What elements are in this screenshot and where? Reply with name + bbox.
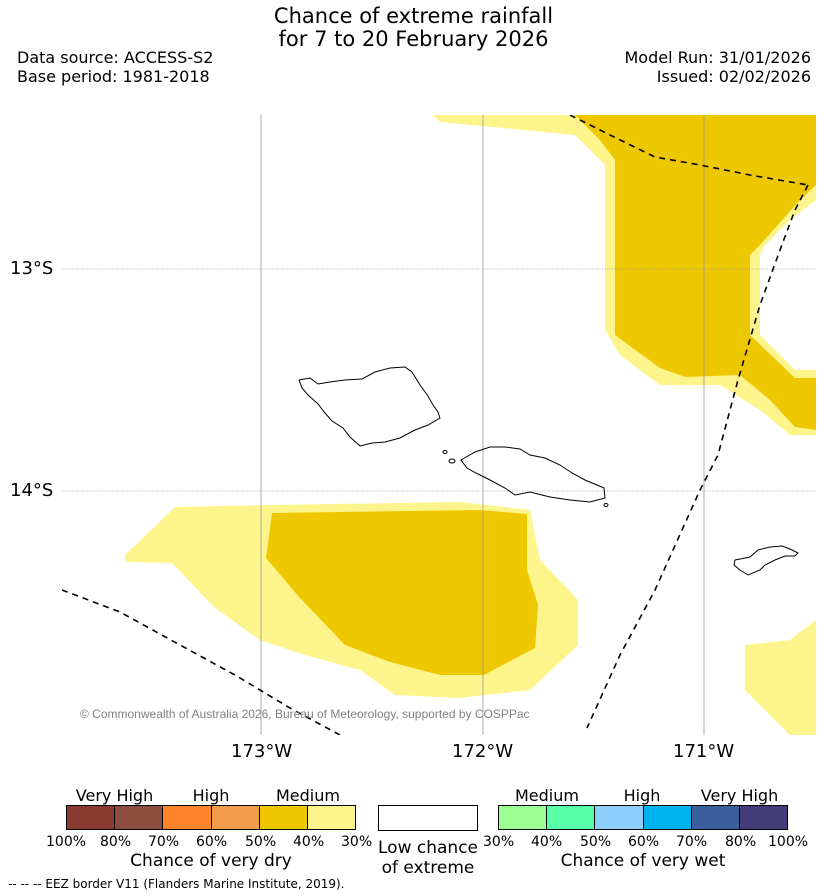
wet-swatch-0 bbox=[499, 806, 548, 829]
dry-swatch-4 bbox=[259, 806, 308, 829]
dry-tick-4: 50% bbox=[245, 834, 277, 850]
wet-tick-1: 40% bbox=[531, 834, 563, 850]
wet-tick-3: 60% bbox=[628, 834, 660, 850]
lon-label-171w: 171°W bbox=[673, 741, 735, 762]
dry-tick-1: 80% bbox=[100, 834, 132, 850]
wet-swatch-1 bbox=[547, 806, 596, 829]
base-period: Base period: 1981-2018 bbox=[17, 67, 210, 86]
dry-header-medium: Medium bbox=[276, 786, 340, 805]
map-title-line2: for 7 to 20 February 2026 bbox=[278, 27, 549, 51]
issued-date: Issued: 02/02/2026 bbox=[656, 67, 811, 86]
medium-dry-area-light-se bbox=[745, 620, 816, 735]
wet-legend-title: Chance of very wet bbox=[560, 851, 726, 871]
apolima-island bbox=[442, 450, 448, 454]
manono-island bbox=[448, 458, 456, 464]
dry-header-high: High bbox=[192, 786, 230, 805]
eez-border-east bbox=[586, 184, 809, 729]
wet-swatch-4 bbox=[691, 806, 740, 829]
wet-header-medium: Medium bbox=[515, 786, 579, 805]
map-title-line1: Chance of extreme rainfall bbox=[273, 4, 554, 28]
wet-swatch-5 bbox=[739, 806, 788, 829]
dry-swatch-3 bbox=[211, 806, 260, 829]
low-chance-line1: Low chance bbox=[378, 838, 478, 858]
wet-swatch-3 bbox=[643, 806, 692, 829]
copyright-credit: © Commonwealth of Australia 2026, Bureau… bbox=[80, 707, 530, 721]
lat-label-13s: 13°S bbox=[10, 258, 54, 279]
wet-swatch-2 bbox=[595, 806, 644, 829]
data-source: Data source: ACCESS-S2 bbox=[17, 48, 214, 67]
dry-tick-0: 100% bbox=[46, 834, 87, 850]
wet-tick-0: 30% bbox=[483, 834, 515, 850]
wet-tick-4: 70% bbox=[676, 834, 708, 850]
medium-dry-area-s bbox=[266, 510, 538, 675]
wet-tick-2: 50% bbox=[580, 834, 612, 850]
low-chance-line2: of extreme bbox=[381, 858, 475, 878]
eez-border-north bbox=[569, 115, 809, 186]
low-chance-box bbox=[378, 805, 478, 831]
wet-header-very-high: Very High bbox=[700, 786, 779, 805]
wet-tick-6: 100% bbox=[768, 834, 809, 850]
medium-dry-area-ne bbox=[575, 115, 816, 430]
dry-swatch-1 bbox=[115, 806, 164, 829]
dry-swatch-2 bbox=[163, 806, 212, 829]
savaii-island bbox=[298, 366, 441, 447]
lon-label-173w: 173°W bbox=[231, 741, 293, 762]
eez-border-west bbox=[62, 589, 341, 735]
eez-footnote: -- -- -- EEZ border V11 (Flanders Marine… bbox=[8, 877, 345, 891]
wet-header-high: High bbox=[623, 786, 661, 805]
wet-colorbar bbox=[498, 805, 788, 830]
islet bbox=[603, 503, 609, 507]
model-run: Model Run: 31/01/2026 bbox=[624, 48, 812, 67]
dry-tick-6: 30% bbox=[341, 834, 373, 850]
dry-tick-5: 40% bbox=[293, 834, 325, 850]
tutuila-island bbox=[733, 545, 799, 576]
dry-swatch-5 bbox=[307, 806, 356, 829]
upolu-island bbox=[460, 446, 606, 503]
lon-label-172w: 172°W bbox=[452, 741, 514, 762]
wet-tick-5: 80% bbox=[725, 834, 757, 850]
dry-tick-2: 70% bbox=[148, 834, 180, 850]
dry-legend-title: Chance of very dry bbox=[130, 851, 292, 871]
dry-tick-3: 60% bbox=[196, 834, 228, 850]
dry-header-very-high: Very High bbox=[75, 786, 154, 805]
lat-label-14s: 14°S bbox=[10, 480, 54, 501]
dry-colorbar bbox=[66, 805, 356, 830]
dry-swatch-0 bbox=[67, 806, 116, 829]
